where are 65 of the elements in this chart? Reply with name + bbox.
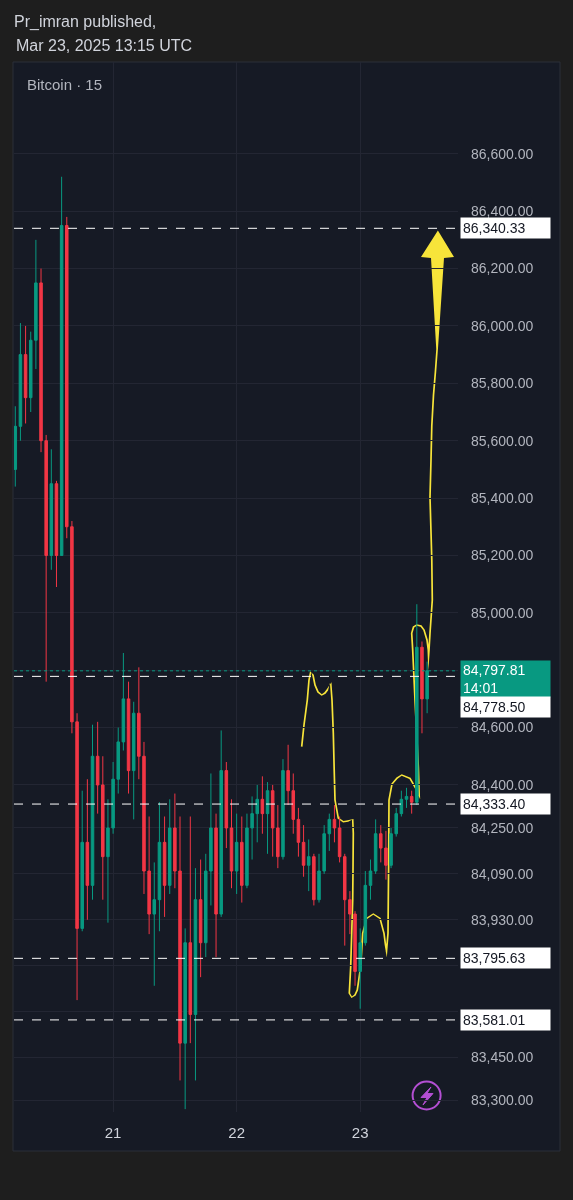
y-tick-label: 85,600.00 (471, 432, 534, 449)
candlestick (224, 761, 229, 849)
candlestick (240, 816, 244, 904)
candlestick (193, 867, 198, 1081)
candlestick (404, 787, 409, 809)
y-tick-label: 84,600.00 (471, 719, 534, 736)
candlestick (260, 775, 265, 835)
annotation: Bitcoin · 15 (27, 76, 103, 93)
candlestick (281, 758, 285, 861)
candlestick (296, 807, 301, 858)
candlestick (59, 176, 64, 556)
y-tick-label: 84,400.00 (471, 776, 534, 793)
candlestick (188, 816, 193, 1044)
candlestick (80, 790, 84, 932)
candlestick (157, 801, 162, 932)
candlestick (301, 824, 306, 878)
candlestick (14, 405, 18, 488)
candlestick (265, 781, 270, 855)
candlestick (368, 859, 373, 901)
x-tick-label: 23 (351, 1124, 369, 1141)
y-tick-label: 86,400.00 (471, 203, 534, 220)
candlestick (332, 804, 337, 843)
candlestick (312, 853, 316, 906)
ref-line-label: 84,797.81 14:01 (463, 661, 526, 697)
y-tick-label: 86,600.00 (471, 145, 534, 162)
ref-line-label: 84,333.40 (463, 796, 526, 812)
candlestick (219, 729, 223, 918)
candlestick (162, 816, 167, 918)
candlestick (126, 681, 131, 795)
candlestick (54, 480, 59, 588)
y-tick-label: 86,000.00 (471, 317, 534, 334)
ref-line-label: 83,795.63 (463, 950, 526, 966)
y-tick-label: 83,300.00 (471, 1092, 534, 1109)
y-tick-label: 85,200.00 (471, 547, 534, 564)
candlestick (373, 818, 378, 875)
candlestick (167, 798, 172, 895)
y-tick-label: 83,450.00 (471, 1049, 534, 1066)
candlestick (420, 641, 424, 734)
candlestick (23, 325, 28, 424)
candlestick (229, 798, 234, 889)
candlestick (214, 813, 218, 958)
candlestick (85, 778, 90, 921)
candlestick (152, 861, 157, 987)
candlestick (409, 790, 414, 815)
chart-subtitle: Mar 23, 2025 13:15 UTC (16, 37, 193, 54)
ref-line-label: 86,340.33 (463, 220, 526, 236)
y-tick-label: 84,090.00 (471, 865, 534, 882)
y-tick-label: 84,250.00 (471, 819, 534, 836)
candlestick (131, 701, 136, 820)
chart-title: Pr_imran published, (14, 13, 157, 32)
x-tick-label: 21 (104, 1124, 122, 1141)
candlestick (198, 859, 203, 978)
x-tick-label: 22 (228, 1124, 245, 1141)
ref-line-label: 83,581.01 (463, 1012, 526, 1028)
y-tick-label: 85,000.00 (471, 604, 534, 621)
y-tick-label: 83,930.00 (471, 911, 534, 928)
y-tick-label: 86,200.00 (471, 260, 534, 277)
candlestick (234, 813, 239, 895)
ref-line-label: 84,778.50 (463, 699, 526, 715)
y-tick-label: 85,800.00 (471, 375, 534, 392)
candlestick (49, 448, 54, 571)
candlestick (183, 927, 187, 1110)
y-tick-label: 85,400.00 (471, 489, 534, 506)
candlestick (306, 838, 311, 892)
candlestick (18, 322, 23, 442)
